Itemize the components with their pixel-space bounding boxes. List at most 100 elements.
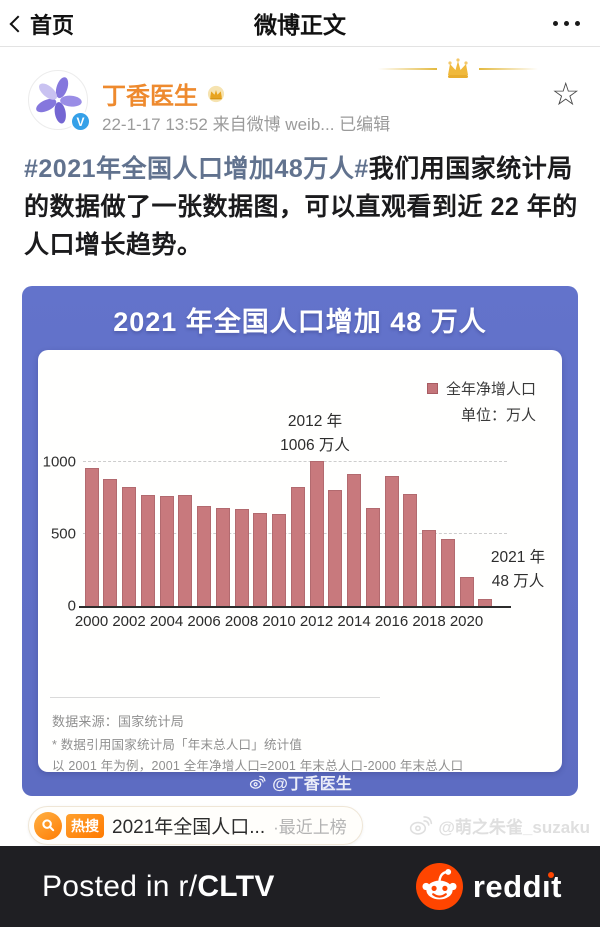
chart-watermark-text: @丁香医生 <box>272 776 352 793</box>
x-tick-2000: 2000 <box>74 613 109 630</box>
hot-search-badge: 热搜 <box>66 813 104 838</box>
bar-2007 <box>215 507 230 606</box>
bar-2018 <box>422 529 436 606</box>
x-tick-2010: 2010 <box>262 613 296 630</box>
bar-2002 <box>122 487 136 606</box>
post-body-text: 我们用国家统计局的数据做了一张数据图，可以直观看到近 22 年的人口增长趋势。 <box>24 155 578 259</box>
crown-line-left <box>378 68 437 70</box>
x-tick-2008: 2008 <box>224 613 259 630</box>
y-tick-1000: 1000 <box>42 453 76 471</box>
y-tick-500: 500 <box>50 525 76 543</box>
crown-line-right <box>479 68 538 70</box>
chart-unit-label: 单位：万人 <box>460 407 536 424</box>
annotation-2021-year: 2021 年 <box>490 549 546 566</box>
page-title: 微博正文 <box>254 12 346 38</box>
back-label: 首页 <box>30 12 75 38</box>
dot-icon <box>564 21 569 26</box>
bar-2006 <box>197 506 211 606</box>
bar-2017 <box>403 493 418 606</box>
chart-plot-card: 全年净增人口 单位：万人 2012 年 1006 万人 2021 年 48 万人… <box>38 350 562 773</box>
x-tick-2014: 2014 <box>337 613 371 630</box>
bar-2014 <box>347 473 361 606</box>
post-meta: 22-1-17 13:52 来自微博 weib... 已编辑 <box>102 115 391 134</box>
search-icon <box>34 811 62 840</box>
bar-2016 <box>384 475 399 606</box>
annotation-2012-year: 2012 年 <box>287 413 343 430</box>
x-tick-2020: 2020 <box>449 613 484 630</box>
hot-search-suffix: ·最近上榜 <box>273 818 347 837</box>
x-tick-2018: 2018 <box>412 613 446 630</box>
chart-title: 2021 年全国人口增加 48 万人 <box>113 307 487 337</box>
hot-search-link[interactable]: 热搜 2021年全国人口... ·最近上榜 <box>28 806 363 845</box>
x-axis-line <box>79 606 511 608</box>
y-axis-labels: 0 500 1000 <box>38 454 76 615</box>
subreddit-name: CLTV <box>197 869 275 903</box>
posted-in-label: Posted in r/CLTV <box>42 870 275 904</box>
x-tick-2016: 2016 <box>374 613 409 630</box>
chart-image-card[interactable]: 2021 年全国人口增加 48 万人 全年净增人口 单位：万人 2012 年 1… <box>22 286 578 796</box>
bar-2004 <box>159 496 174 606</box>
bar-2021 <box>478 599 493 606</box>
favorite-star-button[interactable]: ☆ <box>551 76 580 112</box>
vip-crown-decoration <box>378 56 538 82</box>
bar-2020 <box>459 576 474 606</box>
member-crown-badge-icon <box>207 85 225 102</box>
x-axis-labels: 2000 2002 2004 2006 2008 2010 2012 2014 2016 2018… <box>75 613 507 633</box>
back-button[interactable]: 首页 <box>9 0 75 47</box>
x-tick-2012: 2012 <box>299 613 334 630</box>
chart-watermark: @丁香医生 <box>22 771 578 793</box>
source-line-3: 以 2001 年为例，2001 全年净增人口=2001 年末总人口-2000 年… <box>52 759 464 773</box>
source-divider <box>50 697 380 698</box>
lilac-flower-logo-icon <box>36 77 82 124</box>
author-name[interactable]: 丁香医生 <box>102 83 198 110</box>
reddit-footer-bar: Posted in r/CLTV reddıt <box>0 846 600 927</box>
weibo-logo-icon <box>250 775 266 789</box>
bar-2003 <box>140 494 155 606</box>
annotation-2012-value: 1006 万人 <box>280 437 350 454</box>
dot-icon <box>575 21 580 26</box>
dot-icon <box>553 21 558 26</box>
author-avatar[interactable]: V <box>28 70 91 132</box>
x-tick-2006: 2006 <box>187 613 221 630</box>
chart-legend: 全年净增人口 <box>426 378 536 399</box>
annotation-2021: 2021 年 48 万人 <box>480 546 556 594</box>
annotation-2021-value: 48 万人 <box>491 573 545 590</box>
bar-2000 <box>84 468 99 606</box>
avatar-image <box>28 70 88 130</box>
bar-2013 <box>328 490 343 606</box>
crown-icon <box>448 58 468 78</box>
bar-2009 <box>253 512 268 606</box>
source-line-2: * 数据引用国家统计局「年末总人口」统计值 <box>52 738 303 752</box>
y-tick-0: 0 <box>67 597 76 615</box>
x-tick-2004: 2004 <box>149 613 184 630</box>
posted-prefix: Posted in r/ <box>42 869 198 903</box>
back-chevron-icon <box>9 15 27 33</box>
legend-swatch <box>426 383 438 394</box>
bar-2010 <box>272 513 286 606</box>
bar-2011 <box>290 487 305 606</box>
reddit-logo-icon <box>415 863 463 910</box>
user-watermark-text: @萌之朱雀_suzaku <box>438 817 590 837</box>
post-text: #2021年全国人口增加48万人#我们用国家统计局的数据做了一张数据图，可以直观… <box>24 150 578 264</box>
bar-2005 <box>178 495 193 606</box>
annotation-2012: 2012 年 1006 万人 <box>275 410 355 458</box>
hot-search-text: 2021年全国人口... <box>112 817 266 838</box>
top-nav-bar: 首页 微博正文 <box>0 0 600 47</box>
reddit-wordmark: reddıt <box>472 868 562 904</box>
reddit-i-dot <box>548 871 554 878</box>
bar-2019 <box>440 538 455 606</box>
reddit-brand: reddıt <box>415 863 562 910</box>
legend-label: 全年净增人口 <box>445 381 536 398</box>
gridline-1000 <box>83 461 507 462</box>
chart-plot <box>79 461 511 608</box>
verified-badge-icon: V <box>70 111 91 132</box>
bar-2012 <box>309 461 324 606</box>
bar-2008 <box>234 509 249 606</box>
hashtag-link[interactable]: #2021年全国人口增加48万人# <box>24 155 369 183</box>
more-options-button[interactable] <box>553 0 580 47</box>
weibo-logo-icon <box>410 816 433 835</box>
user-watermark: @萌之朱雀_suzaku <box>407 812 590 838</box>
bar-2015 <box>365 508 380 606</box>
x-tick-2002: 2002 <box>112 613 146 630</box>
